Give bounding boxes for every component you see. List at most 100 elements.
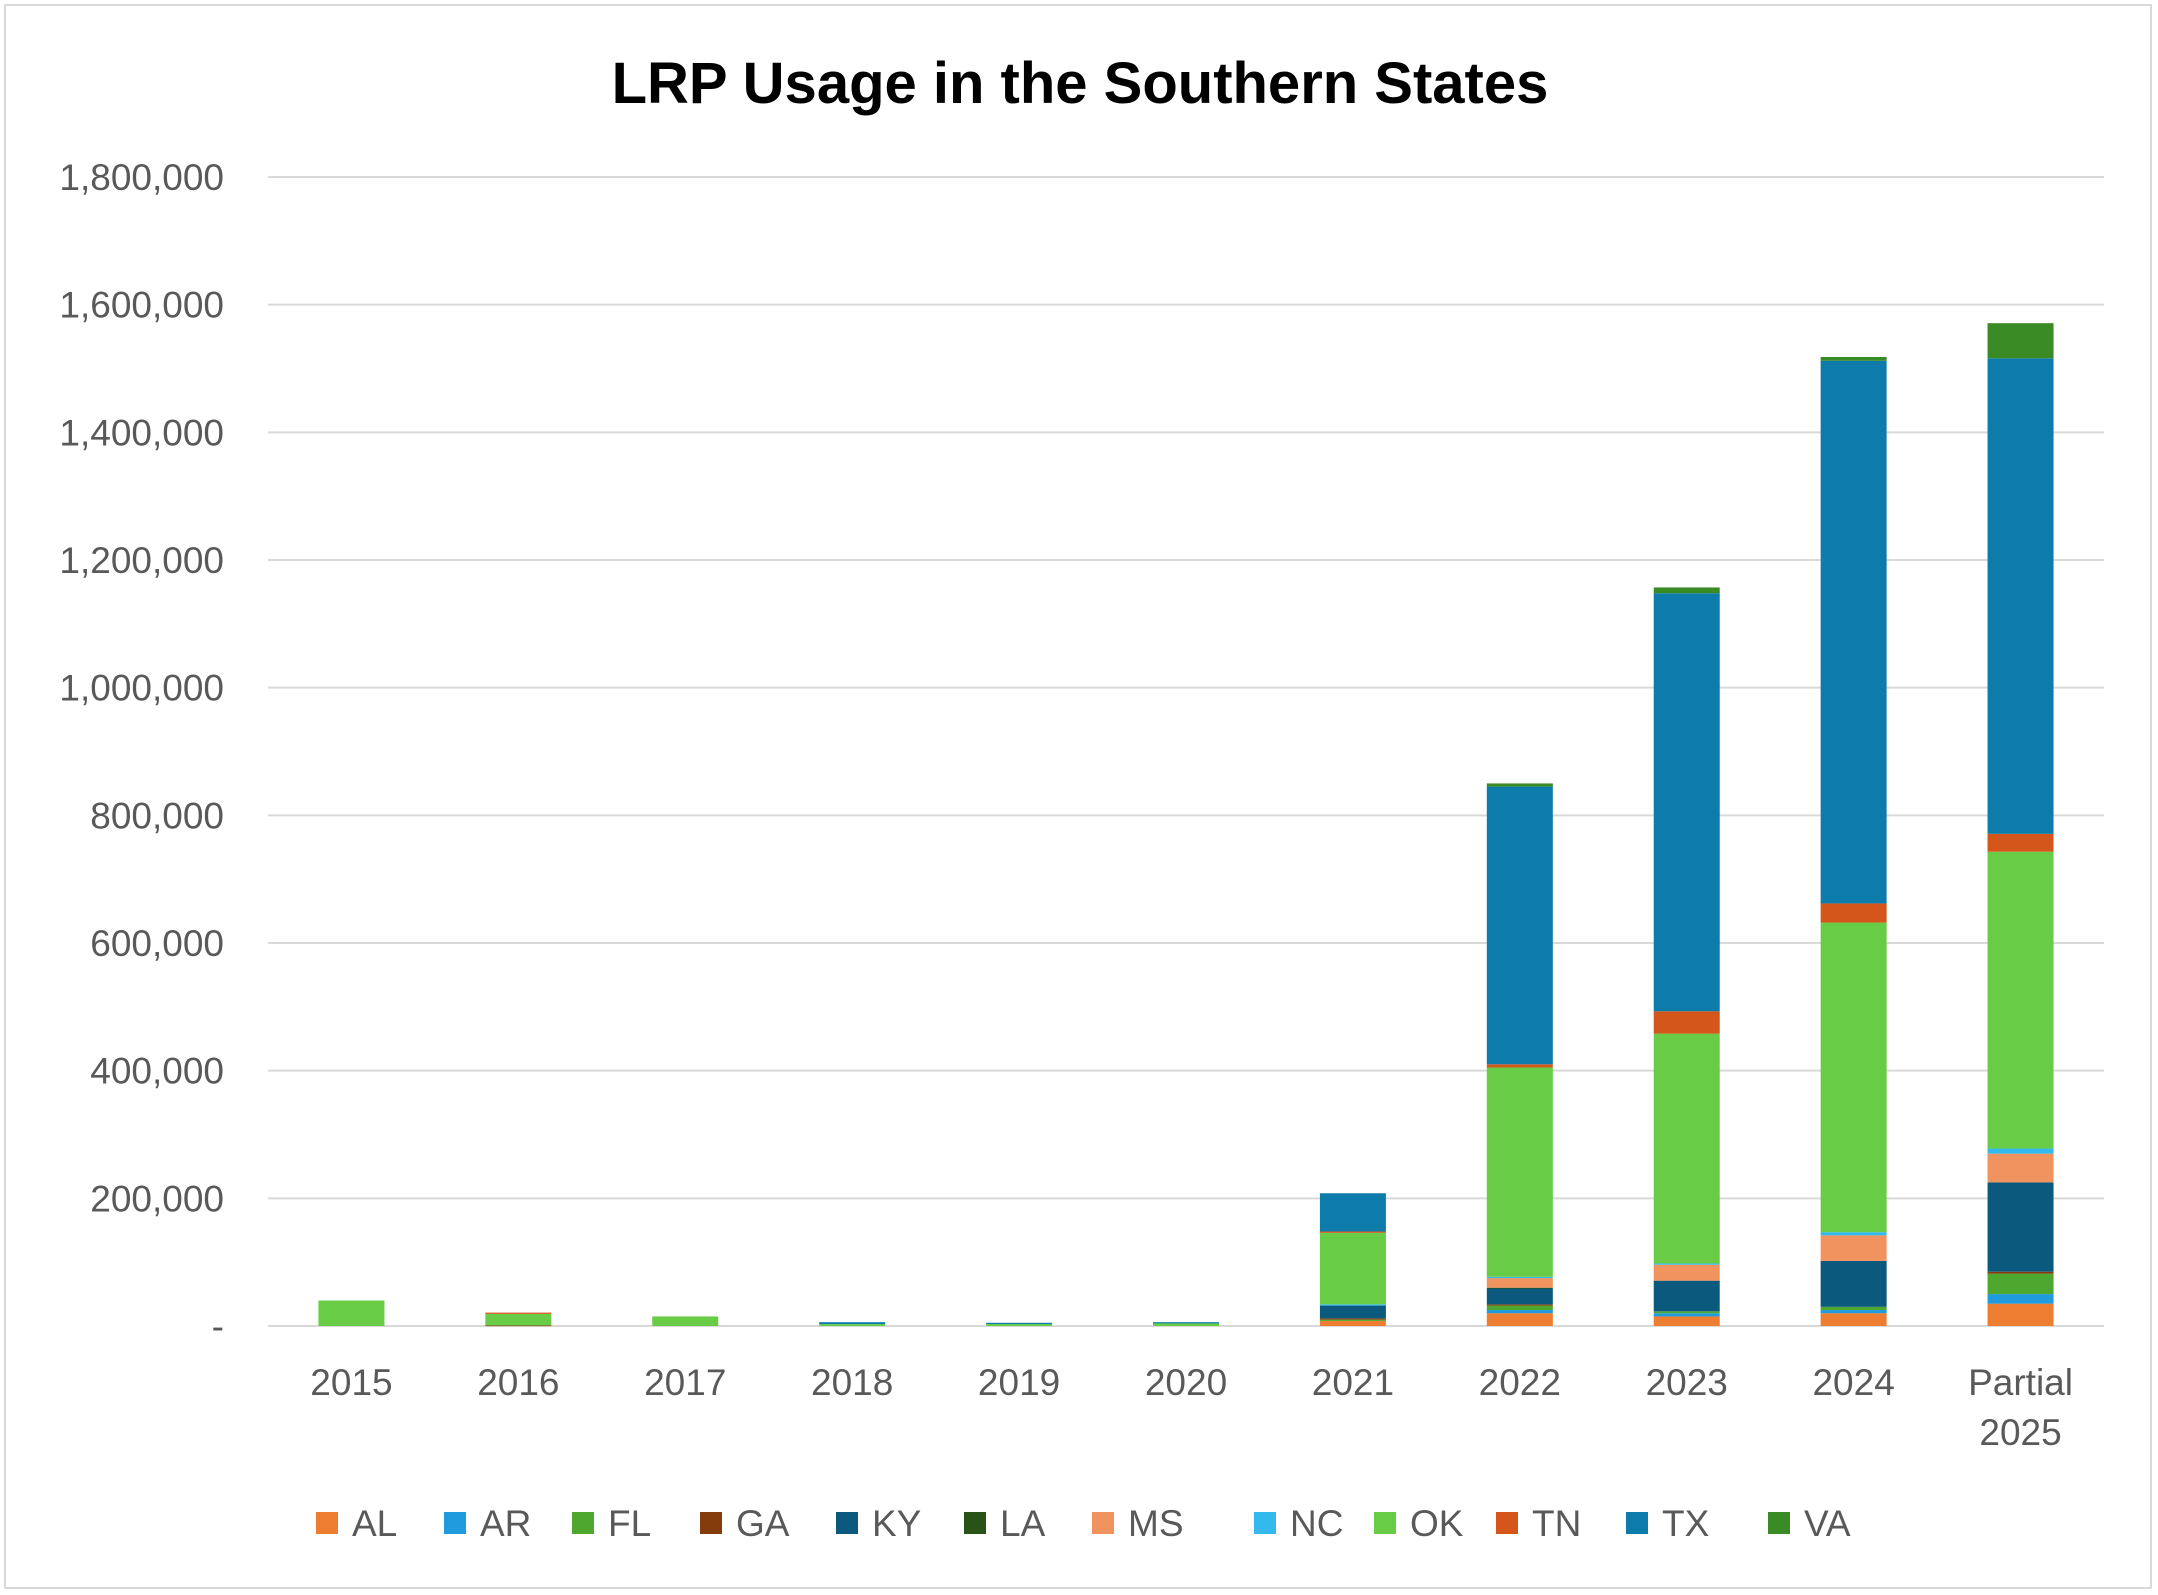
y-tick-label: 1,000,000 xyxy=(59,668,224,709)
bar-segment-la xyxy=(1486,1287,1553,1289)
bar-segment-ok xyxy=(318,1300,385,1326)
bar-segment-ok xyxy=(485,1313,552,1326)
bar-segment-ms xyxy=(1486,1278,1553,1288)
legend: AL AR FL GA KY LA MS NC OK TN TX VA xyxy=(316,1503,1851,1544)
legend-swatch-tn xyxy=(1496,1512,1518,1534)
legend-swatch-ok xyxy=(1374,1512,1396,1534)
y-tick-label: 1,800,000 xyxy=(59,157,224,198)
legend-label-va: VA xyxy=(1804,1503,1851,1544)
x-tick-label: 2016 xyxy=(477,1362,559,1403)
x-tick-label: 2024 xyxy=(1812,1362,1894,1403)
legend-swatch-ky xyxy=(836,1512,858,1534)
bar-segment-ga xyxy=(485,1325,552,1327)
y-tick-label: 1,200,000 xyxy=(59,540,224,581)
bar-segment-ok xyxy=(1820,922,1887,1233)
legend-label-ok: OK xyxy=(1410,1503,1464,1544)
bar-segment-al xyxy=(1820,1313,1887,1326)
bar-segment-ar xyxy=(1820,1310,1887,1314)
bar-segment-tn xyxy=(1319,1231,1386,1233)
legend-swatch-ar xyxy=(444,1512,466,1534)
bar-segment-tn xyxy=(1486,1064,1553,1068)
x-tick-label: 2020 xyxy=(1145,1362,1227,1403)
bar-segment-ms xyxy=(1987,1153,2054,1183)
bar-segment-va xyxy=(1653,587,1720,594)
bar-segment-ok xyxy=(1987,851,2054,1149)
legend-swatch-al xyxy=(316,1512,338,1534)
x-tick-label: 2019 xyxy=(978,1362,1060,1403)
bar-segment-tn xyxy=(485,1312,552,1314)
bar-segment-tx xyxy=(1820,360,1887,904)
legend-label-la: LA xyxy=(1000,1503,1046,1544)
legend-label-ms: MS xyxy=(1128,1503,1184,1544)
bar-segment-tn xyxy=(1820,903,1887,923)
bar-segment-ky xyxy=(1987,1182,2054,1272)
bar-segment-ok xyxy=(1153,1323,1219,1326)
legend-swatch-va xyxy=(1768,1512,1790,1534)
bar-segment-ar xyxy=(1987,1294,2054,1304)
bar-segment-fl xyxy=(1653,1311,1720,1314)
bar-segment-ms xyxy=(1820,1235,1887,1261)
legend-label-tx: TX xyxy=(1662,1503,1709,1544)
bar-segment-fl xyxy=(1820,1306,1887,1311)
bar-segment-tx xyxy=(1486,786,1553,1065)
y-tick-label: 1,600,000 xyxy=(59,285,224,326)
bar-segment-al xyxy=(1486,1313,1553,1326)
bar-segment-ok xyxy=(1319,1232,1386,1305)
legend-label-nc: NC xyxy=(1290,1503,1343,1544)
bar-segment-ar xyxy=(1653,1313,1720,1317)
chart-frame: LRP Usage in the Southern States - 200,00… xyxy=(4,4,2152,1589)
bars xyxy=(318,323,2054,1327)
x-tick-label: 2022 xyxy=(1479,1362,1561,1403)
bar-segment-nc xyxy=(1820,1232,1887,1236)
bar-segment-tx xyxy=(1987,358,2054,834)
bar-segment-ok xyxy=(1653,1033,1720,1264)
bar-segment-ms xyxy=(1653,1264,1720,1281)
bar-segment-fl xyxy=(1319,1319,1386,1321)
x-tick-label: 2018 xyxy=(811,1362,893,1403)
bar-segment-tx xyxy=(1653,593,1720,1012)
x-tick-label: 2015 xyxy=(310,1362,392,1403)
bar-segment-ok xyxy=(819,1324,886,1326)
bar-segment-ok xyxy=(652,1316,719,1326)
x-tick-label: 2021 xyxy=(1312,1362,1394,1403)
bar-segment-va xyxy=(1486,783,1553,787)
gridlines xyxy=(268,176,2104,1327)
bar-segment-ga xyxy=(1987,1271,2054,1274)
bar-segment-fl xyxy=(1987,1273,2054,1295)
legend-label-ar: AR xyxy=(480,1503,531,1544)
bar-segment-ky xyxy=(1820,1260,1887,1307)
bar-segment-ga xyxy=(1319,1318,1386,1320)
legend-label-fl: FL xyxy=(608,1503,651,1544)
y-axis-tick-labels: - 200,000 400,000 600,000 800,000 1,000,000 1,… xyxy=(59,157,224,1347)
bar-segment-fl xyxy=(1486,1305,1553,1311)
bar-segment-nc xyxy=(1653,1263,1720,1265)
x-axis-tick-labels: 2015 2016 2017 2018 2019 2020 2021 2022 2023 2024… xyxy=(310,1362,2073,1453)
bar-segment-ky xyxy=(1319,1305,1386,1319)
y-tick-label: 600,000 xyxy=(90,923,224,964)
x-tick-label: 2023 xyxy=(1646,1362,1728,1403)
bar-segment-ar xyxy=(1486,1310,1553,1314)
bar-segment-tx xyxy=(986,1322,1053,1325)
legend-label-ky: KY xyxy=(872,1503,921,1544)
bar-segment-va xyxy=(1820,357,1887,361)
bar-segment-nc xyxy=(1319,1304,1386,1306)
chart-title: LRP Usage in the Southern States xyxy=(612,51,1549,116)
bar-segment-al xyxy=(1653,1316,1720,1326)
bar-segment-al xyxy=(1987,1303,2054,1326)
bar-segment-tn xyxy=(1987,833,2054,852)
bar-segment-ga xyxy=(1486,1304,1553,1306)
y-tick-label: 400,000 xyxy=(90,1051,224,1092)
bar-segment-tn xyxy=(1653,1011,1720,1034)
legend-swatch-tx xyxy=(1626,1512,1648,1534)
legend-swatch-nc xyxy=(1254,1512,1276,1534)
bar-segment-ok xyxy=(986,1324,1053,1326)
bar-segment-tx xyxy=(1153,1322,1219,1324)
legend-swatch-ga xyxy=(700,1512,722,1534)
bar-segment-tx xyxy=(1319,1193,1386,1232)
bar-segment-nc xyxy=(1486,1276,1553,1279)
x-tick-label: Partial xyxy=(1968,1362,2073,1403)
bar-segment-va xyxy=(1987,323,2054,359)
x-tick-label: 2017 xyxy=(644,1362,726,1403)
legend-label-ga: GA xyxy=(736,1503,790,1544)
legend-swatch-la xyxy=(964,1512,986,1534)
